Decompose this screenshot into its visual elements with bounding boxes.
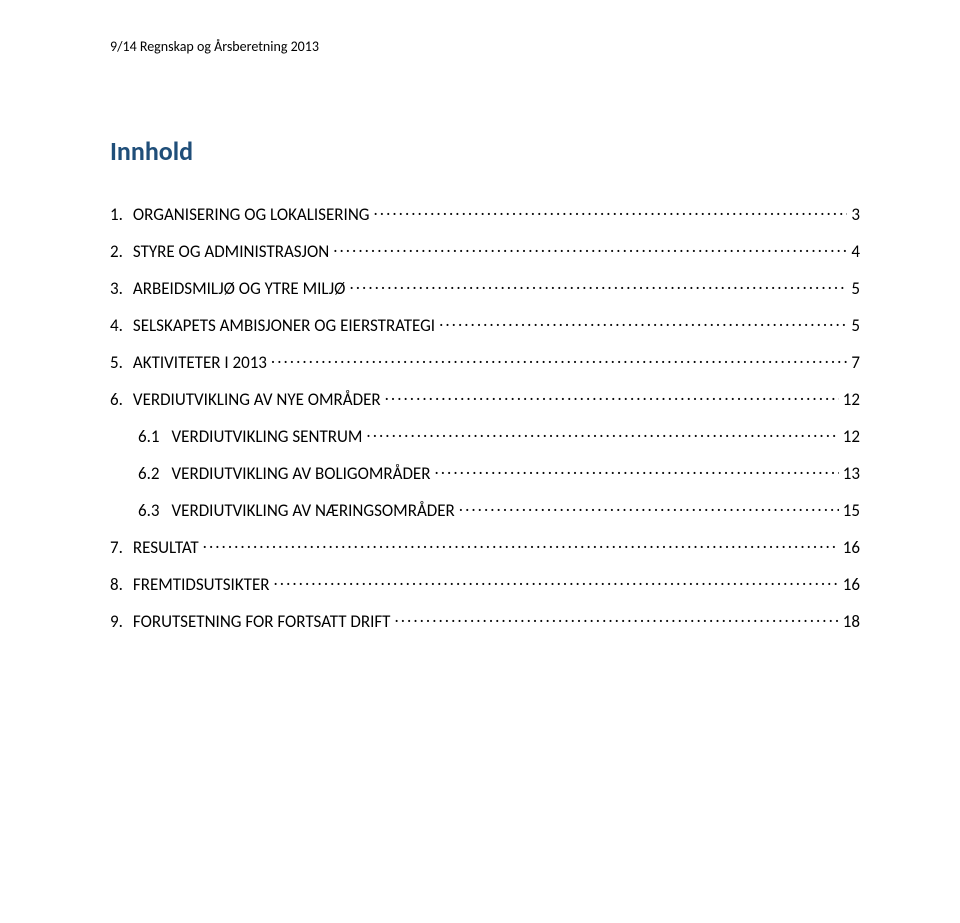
toc-entry-label: ORGANISERING OG LOKALISERING (133, 204, 370, 225)
toc-entry: 2. STYRE OG ADMINISTRASJON 4 (110, 240, 860, 262)
toc-leader-dots (349, 277, 847, 294)
toc-entry-label: SELSKAPETS AMBISJONER OG EIERSTRATEGI (133, 315, 435, 336)
toc-entry: 5. AKTIVITETER I 2013 7 (110, 351, 860, 373)
toc-entry-page: 16 (843, 537, 860, 558)
toc-leader-dots (271, 351, 847, 368)
toc-list: 1. ORGANISERING OG LOKALISERING 3 2. STY… (110, 203, 860, 632)
toc-title: Innhold (110, 135, 860, 167)
toc-leader-dots (434, 462, 838, 479)
toc-entry: 6. VERDIUTVIKLING AV NYE OMRÅDER 12 (110, 388, 860, 410)
toc-leader-dots (203, 536, 839, 553)
toc-entry-page: 5 (851, 315, 860, 336)
toc-entry-page: 12 (843, 426, 860, 447)
toc-entry-label: VERDIUTVIKLING SENTRUM (172, 426, 363, 447)
toc-entry-page: 5 (851, 278, 860, 299)
toc-entry: 1. ORGANISERING OG LOKALISERING 3 (110, 203, 860, 225)
toc-entry: 4. SELSKAPETS AMBISJONER OG EIERSTRATEGI… (110, 314, 860, 336)
toc-entry-label: VERDIUTVIKLING AV NÆRINGSOMRÅDER (172, 500, 455, 521)
toc-entry: 8. FREMTIDSUTSIKTER 16 (110, 573, 860, 595)
toc-leader-dots (333, 240, 847, 257)
toc-entry-page: 16 (843, 574, 860, 595)
toc-entry-label: STYRE OG ADMINISTRASJON (133, 241, 329, 262)
toc-entry-page: 7 (851, 352, 860, 373)
toc-entry-number: 6. (110, 389, 123, 410)
toc-entry-label: VERDIUTVIKLING AV NYE OMRÅDER (133, 389, 381, 410)
toc-entry: 9. FORUTSETNING FOR FORTSATT DRIFT 18 (110, 610, 860, 632)
toc-entry-number: 7. (110, 537, 123, 558)
toc-entry-number: 2. (110, 241, 123, 262)
toc-entry-number: 5. (110, 352, 123, 373)
toc-leader-dots (385, 388, 839, 405)
toc-entry: 7. RESULTAT 16 (110, 536, 860, 558)
toc-entry-label: FREMTIDSUTSIKTER (133, 574, 270, 595)
toc-entry-page: 18 (843, 611, 860, 632)
toc-entry-number: 6.1 (138, 426, 160, 447)
toc-entry-number: 3. (110, 278, 123, 299)
toc-entry-number: 6.2 (138, 463, 160, 484)
toc-leader-dots (366, 425, 838, 442)
toc-leader-dots (394, 610, 838, 627)
toc-entry-label: VERDIUTVIKLING AV BOLIGOMRÅDER (172, 463, 431, 484)
toc-entry-page: 4 (851, 241, 860, 262)
toc-entry-number: 9. (110, 611, 123, 632)
page-header: 9/14 Regnskap og Årsberetning 2013 (110, 38, 860, 55)
toc-entry-label: AKTIVITETER I 2013 (133, 352, 267, 373)
toc-entry-page: 13 (843, 463, 860, 484)
toc-entry-number: 4. (110, 315, 123, 336)
toc-entry-sub: 6.3 VERDIUTVIKLING AV NÆRINGSOMRÅDER 15 (110, 499, 860, 521)
toc-entry-sub: 6.2 VERDIUTVIKLING AV BOLIGOMRÅDER 13 (110, 462, 860, 484)
toc-entry-label: RESULTAT (133, 537, 199, 558)
toc-entry-page: 15 (843, 500, 860, 521)
toc-entry-sub: 6.1 VERDIUTVIKLING SENTRUM 12 (110, 425, 860, 447)
toc-leader-dots (439, 314, 847, 331)
toc-entry-label: FORUTSETNING FOR FORTSATT DRIFT (133, 611, 391, 632)
toc-entry-number: 8. (110, 574, 123, 595)
toc-entry: 3. ARBEIDSMILJØ OG YTRE MILJØ 5 (110, 277, 860, 299)
toc-entry-label: ARBEIDSMILJØ OG YTRE MILJØ (133, 278, 346, 299)
document-page: 9/14 Regnskap og Årsberetning 2013 Innho… (0, 0, 960, 923)
toc-entry-page: 3 (851, 204, 860, 225)
toc-leader-dots (374, 203, 848, 220)
toc-leader-dots (459, 499, 839, 516)
toc-entry-number: 6.3 (138, 500, 160, 521)
toc-leader-dots (274, 573, 839, 590)
toc-entry-number: 1. (110, 204, 123, 225)
toc-entry-page: 12 (843, 389, 860, 410)
